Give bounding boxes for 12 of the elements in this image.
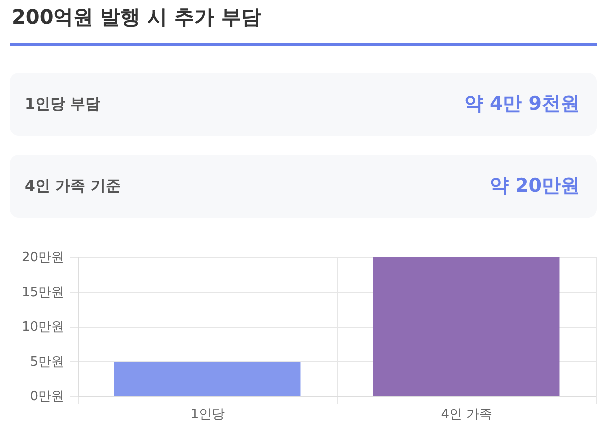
text: 4인 가족 기준 xyxy=(25,177,121,195)
x-tick-label: 4인 가족 xyxy=(441,408,493,422)
y-tick-label: 0만원 xyxy=(30,390,64,404)
text: 1인당 부담 xyxy=(25,95,101,113)
y-tick-label: 5만원 xyxy=(30,354,64,370)
text: 약 20만원 xyxy=(490,175,580,197)
text: 200억원 발행 시 추가 부담 xyxy=(12,5,262,29)
text: 약 4만 9천원 xyxy=(464,93,580,115)
y-tick-label: 10만원 xyxy=(22,320,64,335)
y-tick-label: 20만원 xyxy=(22,250,64,266)
x-tick-label: 1인당 xyxy=(190,408,226,422)
y-tick-label: 15만원 xyxy=(22,285,64,300)
